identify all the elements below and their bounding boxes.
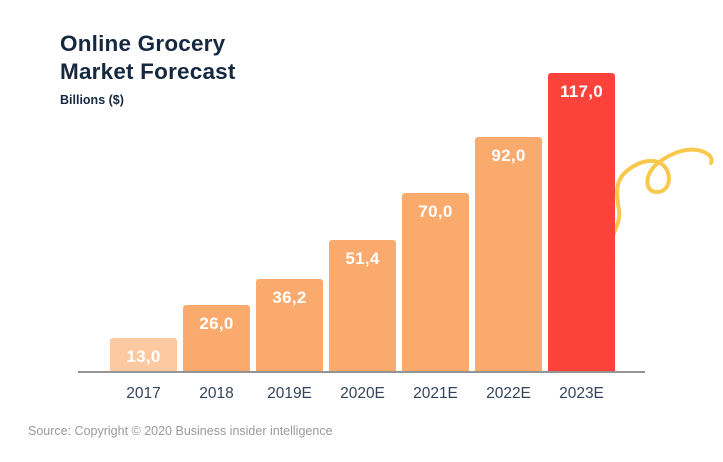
- chart-title-line2: Market Forecast: [60, 59, 236, 84]
- bar-2019E: 36,2: [256, 279, 323, 371]
- bar-value-label: 13,0: [126, 347, 161, 366]
- x-axis-label-2023E: 2023E: [559, 385, 604, 402]
- bar-2023E: 117,0: [548, 73, 615, 371]
- bar-value-label: 92,0: [491, 146, 526, 165]
- x-axis-label-2021E: 2021E: [413, 385, 458, 402]
- bar-2022E: 92,0: [475, 137, 542, 371]
- x-axis-label-2018: 2018: [199, 385, 234, 402]
- x-axis-label-2019E: 2019E: [267, 385, 312, 402]
- squiggle-path: [608, 147, 714, 260]
- bar-value-label: 26,0: [199, 314, 234, 333]
- x-axis-labels: 2017 2018 2019E 2020E 2021E 2022E 2023E: [110, 385, 615, 403]
- x-axis-label-2022E: 2022E: [486, 385, 531, 402]
- bar-2018: 26,0: [183, 305, 250, 371]
- bar-value-label: 70,0: [418, 202, 453, 221]
- chart-title: Online Grocery Market Forecast: [60, 30, 236, 86]
- bar-value-label: 117,0: [559, 82, 604, 101]
- chart-subtitle: Billions ($): [60, 93, 124, 107]
- x-axis-label-2017: 2017: [126, 385, 161, 402]
- source-attribution: Source: Copyright © 2020 Business inside…: [28, 424, 333, 438]
- chart-header: Online Grocery Market Forecast Billions …: [60, 30, 236, 107]
- bar-2021E: 70,0: [402, 193, 469, 371]
- chart-title-line1: Online Grocery: [60, 31, 226, 56]
- squiggle-doodle-decoration: [608, 147, 714, 260]
- bar-value-label: 36,2: [272, 288, 307, 307]
- x-axis-line: [78, 371, 645, 373]
- bar-group: 13,0 26,0 36,2 51,4 70,0 92,0 117,0: [110, 71, 615, 371]
- bar-2020E: 51,4: [329, 240, 396, 371]
- bar-2017: 13,0: [110, 338, 177, 371]
- x-axis-label-2020E: 2020E: [340, 385, 385, 402]
- bar-value-label: 51,4: [345, 249, 380, 268]
